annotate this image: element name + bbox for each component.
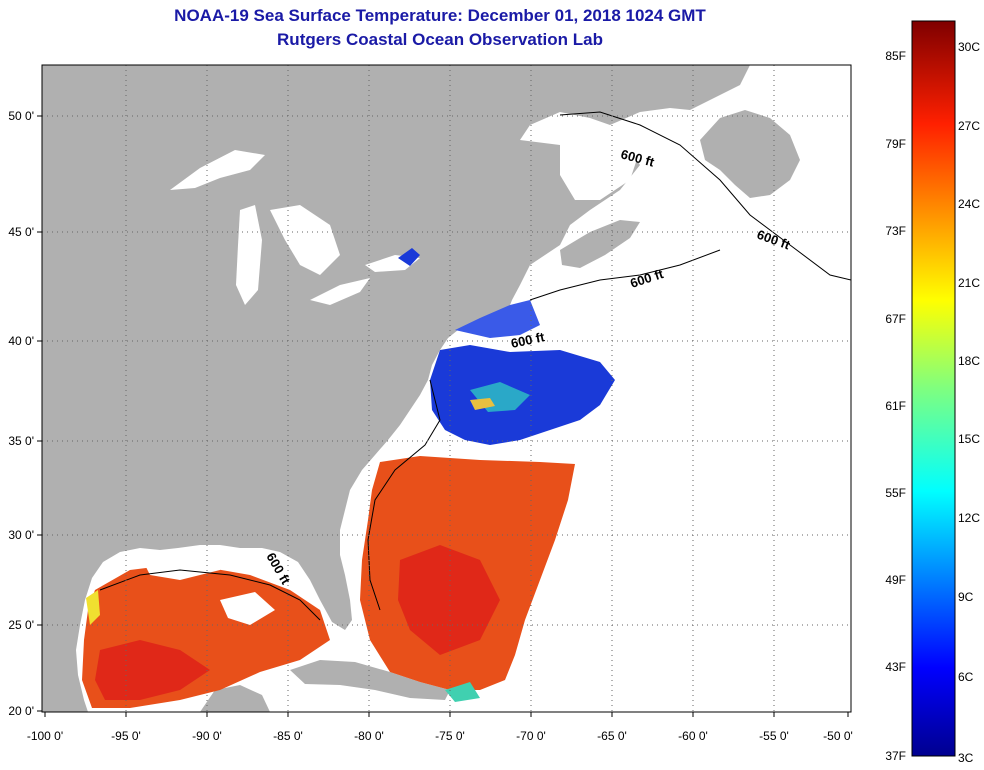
yucatan-land xyxy=(200,685,270,712)
colorbar-f-label: 61F xyxy=(885,399,906,413)
colorbar-c-label: 27C xyxy=(958,119,980,133)
lat-label: 30 0' xyxy=(8,528,34,542)
hot-water-gulf xyxy=(95,640,210,700)
lon-label: -95 0' xyxy=(111,729,141,743)
colorbar-f-label: 67F xyxy=(885,312,906,326)
lon-label: -90 0' xyxy=(192,729,222,743)
colorbar-c-label: 15C xyxy=(958,432,980,446)
isobath-contour-shelf xyxy=(367,379,441,611)
nova-scotia-land xyxy=(560,220,640,268)
colorbar-c-label: 3C xyxy=(958,751,974,765)
colorbar xyxy=(911,20,956,757)
gulf-st-lawrence xyxy=(560,135,640,200)
lat-label: 25 0' xyxy=(8,618,34,632)
colorbar-c-label: 18C xyxy=(958,354,980,368)
lat-label: 35 0' xyxy=(8,434,34,448)
lake-erie xyxy=(310,278,370,305)
contour-label: 600 ft xyxy=(510,329,547,351)
lon-label: -65 0' xyxy=(597,729,627,743)
lon-label: -85 0' xyxy=(273,729,303,743)
colorbar-c-label: 6C xyxy=(958,670,974,684)
lake-superior xyxy=(170,150,265,190)
colorbar-f-label: 73F xyxy=(885,224,906,238)
newfoundland-land xyxy=(700,110,800,198)
cold-water-gulf-maine xyxy=(455,300,540,338)
isobath-contour-atlantic xyxy=(529,249,721,301)
colorbar-c-label: 21C xyxy=(958,276,980,290)
lake-champlain-cold xyxy=(398,248,420,266)
cyan-patch-bahamas xyxy=(445,682,480,702)
colorbar-f-label: 85F xyxy=(885,49,906,63)
lake-michigan xyxy=(236,205,262,305)
colorbar-c-label: 30C xyxy=(958,40,980,54)
lat-label: 20 0' xyxy=(8,704,34,718)
map-border xyxy=(41,64,852,713)
lon-label: -60 0' xyxy=(678,729,708,743)
colorbar-c-label: 12C xyxy=(958,511,980,525)
cloud-patch-gulf-2 xyxy=(220,592,275,625)
lon-label: -50 0' xyxy=(823,729,853,743)
colorbar-f-label: 55F xyxy=(885,486,906,500)
map-title: NOAA-19 Sea Surface Temperature: Decembe… xyxy=(174,6,706,25)
isobath-contour-gulf xyxy=(99,569,321,621)
lon-label: -80 0' xyxy=(354,729,384,743)
lon-label: -70 0' xyxy=(516,729,546,743)
north-america-land xyxy=(42,65,750,712)
colorbar-f-label: 43F xyxy=(885,660,906,674)
lon-label: -55 0' xyxy=(759,729,789,743)
isobath-contour-north xyxy=(559,111,851,281)
yellow-coastal-gulf xyxy=(86,590,100,625)
hot-water-atlantic xyxy=(398,545,500,655)
lat-label: 45 0' xyxy=(8,225,34,239)
axis-ticks xyxy=(37,115,849,717)
colorbar-f-label: 79F xyxy=(885,137,906,151)
cuba-land xyxy=(290,660,450,700)
lake-huron xyxy=(270,205,340,275)
lat-label: 50 0' xyxy=(8,109,34,123)
colorbar-c-label: 24C xyxy=(958,197,980,211)
lon-label: -75 0' xyxy=(435,729,465,743)
lat-label: 40 0' xyxy=(8,334,34,348)
colorbar-f-label: 49F xyxy=(885,573,906,587)
colorbar-c-label: 9C xyxy=(958,590,974,604)
map-subtitle: Rutgers Coastal Ocean Observation Lab xyxy=(277,30,603,49)
colorbar-f-label: 37F xyxy=(885,749,906,763)
lon-label: -100 0' xyxy=(27,729,63,743)
warm-fringe-patch xyxy=(470,398,495,410)
